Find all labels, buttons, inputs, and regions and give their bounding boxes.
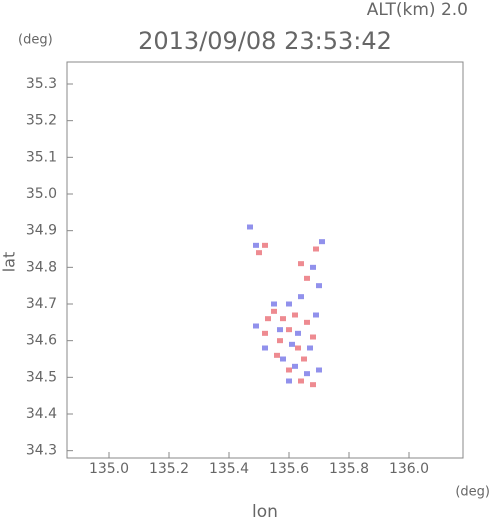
radar-point: [310, 334, 316, 340]
x-unit: (deg): [455, 485, 490, 500]
radar-point: [265, 316, 271, 322]
radar-point: [313, 246, 319, 252]
y-tick-label: 34.6: [26, 333, 57, 349]
radar-point: [262, 242, 268, 248]
x-tick-label: 136.0: [389, 461, 429, 477]
radar-point: [304, 371, 310, 377]
chart-title: 2013/09/08 23:53:42: [138, 27, 392, 55]
radar-point: [280, 356, 286, 362]
radar-point: [313, 312, 319, 318]
x-tick-label: 135.6: [269, 461, 309, 477]
radar-point: [310, 264, 316, 270]
radar-point: [295, 345, 301, 351]
radar-point: [247, 224, 253, 230]
radar-point: [271, 301, 277, 307]
altitude-label: ALT(km) 2.0: [367, 0, 468, 20]
radar-point: [319, 239, 325, 245]
y-tick-label: 34.3: [26, 443, 57, 459]
y-tick-label: 35.0: [26, 186, 57, 202]
radar-point: [286, 367, 292, 373]
radar-point: [286, 301, 292, 307]
x-tick-label: 135.8: [329, 461, 369, 477]
radar-point: [286, 378, 292, 384]
y-unit: (deg): [18, 33, 53, 48]
y-tick-label: 34.7: [26, 296, 57, 312]
radar-point: [316, 283, 322, 289]
radar-point: [253, 323, 259, 329]
radar-point: [304, 319, 310, 325]
y-tick-label: 34.9: [26, 223, 57, 239]
radar-point: [262, 345, 268, 351]
y-tick-label: 35.3: [26, 76, 57, 92]
radar-point: [310, 382, 316, 388]
x-tick-label: 135.2: [149, 461, 189, 477]
radar-point: [304, 275, 310, 281]
x-tick-label: 135.0: [89, 461, 129, 477]
radar-point: [253, 242, 259, 248]
radar-point: [256, 250, 262, 256]
radar-point: [274, 352, 280, 358]
x-axis-label: lon: [252, 502, 278, 521]
radar-point: [289, 341, 295, 347]
radar-point: [271, 308, 277, 314]
radar-point: [292, 363, 298, 369]
radar-point: [292, 312, 298, 318]
radar-point: [307, 345, 313, 351]
y-tick-label: 34.4: [26, 406, 57, 422]
radar-point: [298, 378, 304, 384]
y-tick-label: 34.5: [26, 369, 57, 385]
radar-point: [298, 261, 304, 267]
y-tick-label: 35.2: [26, 113, 57, 129]
radar-point: [295, 330, 301, 336]
y-tick-label: 34.8: [26, 259, 57, 275]
plot-frame: [66, 61, 464, 459]
radar-point: [262, 330, 268, 336]
radar-point: [301, 356, 307, 362]
y-tick-label: 35.1: [26, 149, 57, 165]
radar-point: [286, 327, 292, 333]
y-axis-label: lat: [0, 252, 19, 273]
radar-point: [316, 367, 322, 373]
radar-point: [280, 316, 286, 322]
radar-point: [298, 294, 304, 300]
x-tick-label: 135.4: [209, 461, 249, 477]
radar-point: [277, 338, 283, 344]
radar-point: [277, 327, 283, 333]
